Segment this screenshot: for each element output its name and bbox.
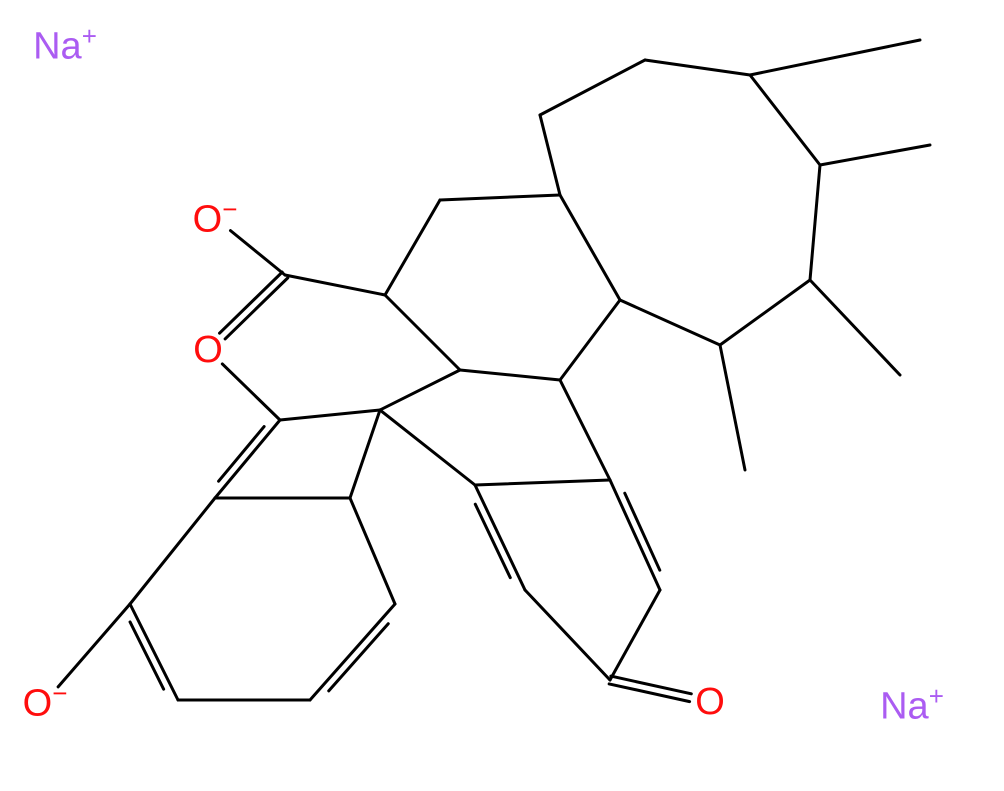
bond-line	[611, 676, 691, 694]
oxygen-atom-label: O−	[23, 678, 68, 726]
bond-line	[280, 410, 380, 420]
bond-line	[525, 590, 610, 680]
bond-line	[58, 604, 130, 687]
bond-line	[560, 380, 610, 480]
oxygen-atom-label: O	[193, 329, 223, 372]
oxygen-atom-label: O−	[193, 194, 238, 242]
bond-line	[620, 300, 720, 345]
bond-line	[540, 60, 645, 115]
bond-line	[560, 195, 620, 300]
bond-line	[560, 300, 620, 380]
bond-line	[720, 280, 810, 345]
bond-line	[750, 75, 820, 165]
bond-line	[810, 280, 900, 375]
bond-line	[285, 275, 385, 295]
bond-line	[460, 370, 560, 380]
bond-line	[610, 590, 660, 680]
bond-line	[645, 60, 750, 75]
sodium-ion-label: Na+	[33, 21, 97, 69]
bond-line	[130, 498, 215, 604]
bond-line	[610, 480, 660, 590]
bond-line	[350, 498, 395, 604]
sodium-ion-label: Na+	[880, 681, 944, 729]
bond-line	[720, 345, 745, 470]
bond-line	[385, 295, 460, 370]
bond-line	[130, 604, 178, 700]
bond-line	[475, 485, 525, 590]
bond-line	[625, 493, 660, 570]
oxygen-atom-label: O	[695, 681, 725, 724]
bond-line	[810, 165, 820, 280]
bond-line	[310, 604, 395, 700]
bond-line	[475, 504, 510, 577]
bond-line	[380, 370, 460, 410]
bond-line	[219, 427, 264, 482]
bond-line	[225, 278, 288, 339]
bond-line	[222, 364, 280, 420]
bond-line	[130, 622, 164, 689]
bond-line	[475, 480, 610, 485]
bond-line	[540, 115, 560, 195]
bond-line	[385, 200, 440, 295]
bond-line	[329, 624, 389, 691]
molecule-canvas	[0, 0, 1004, 791]
bond-line	[231, 231, 285, 275]
bond-line	[220, 272, 283, 333]
bond-line	[440, 195, 560, 200]
bond-line	[380, 410, 475, 485]
bond-line	[750, 40, 920, 75]
bond-line	[609, 684, 689, 702]
bond-line	[820, 145, 930, 165]
bond-line	[350, 410, 380, 498]
bond-line	[215, 420, 280, 498]
